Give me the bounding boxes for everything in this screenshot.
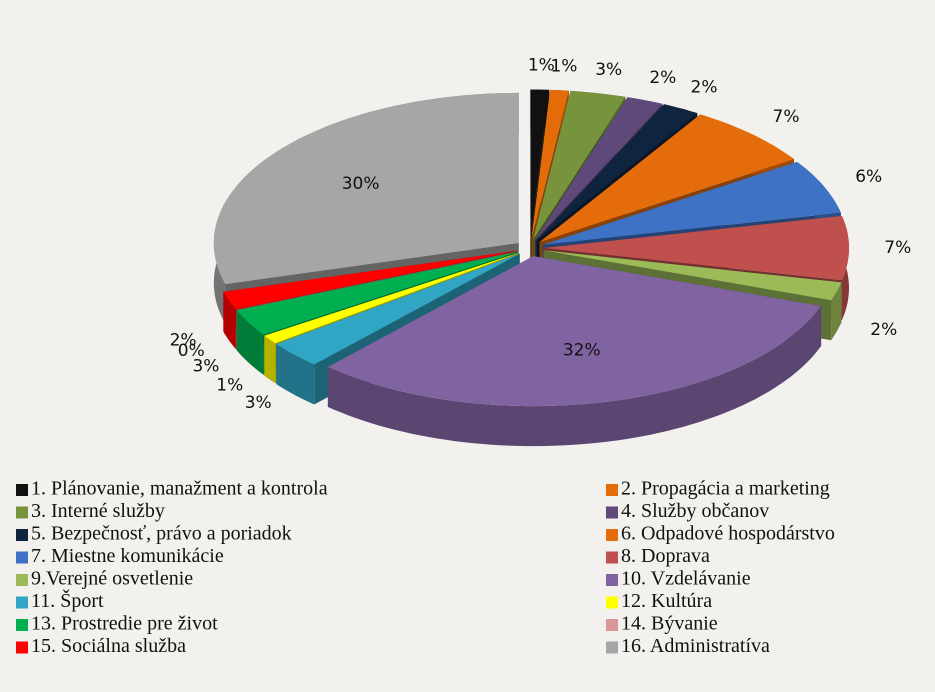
data-label: 30% <box>342 174 380 194</box>
legend-label: 10. Vzdelávanie <box>621 568 751 590</box>
legend-swatch <box>16 596 28 609</box>
legend-swatch <box>606 596 618 609</box>
legend-swatch <box>606 619 618 631</box>
slice-side <box>327 306 822 447</box>
slice-side <box>223 291 236 350</box>
data-label: 7% <box>773 107 800 127</box>
legend-label: 2. Propagácia a marketing <box>621 478 830 500</box>
slice <box>531 89 569 240</box>
data-label: 3% <box>192 356 219 376</box>
legend-label: 13. Prostredie pre život <box>31 613 218 635</box>
slice <box>539 114 794 242</box>
legend-swatch <box>606 506 618 519</box>
pie: 1%1% 3% 2% 2%7%6%7%2%32%3%1%3%0%2%30% <box>170 56 911 447</box>
legend-label: 7. Miestne komunikácie <box>31 545 224 567</box>
data-label: 1% <box>528 56 555 76</box>
legend-label: 6. Odpadové hospodárstvo <box>621 523 835 545</box>
legend-swatch <box>606 529 618 541</box>
data-label: 2% <box>691 77 718 97</box>
slice <box>327 256 822 407</box>
data-label: 7% <box>884 238 911 258</box>
slice <box>276 253 520 365</box>
slice-side <box>236 310 264 375</box>
legend-swatch <box>606 551 618 564</box>
legend-swatch <box>16 641 28 654</box>
slice <box>535 97 663 241</box>
slice <box>544 215 849 281</box>
slice-side <box>831 282 842 341</box>
data-label: 2% <box>870 320 897 340</box>
data-label: 0% <box>178 341 205 361</box>
legend-label: 12. Kultúra <box>621 590 712 612</box>
slice-side <box>264 335 276 384</box>
slice <box>542 161 841 245</box>
slice <box>536 104 698 241</box>
slice <box>533 90 626 240</box>
legend-label: 9.Verejné osvetlenie <box>31 568 193 590</box>
legend-label: 8. Doprava <box>621 545 710 567</box>
legend-swatch <box>606 574 618 586</box>
data-label: 2% <box>649 68 676 88</box>
slice <box>213 92 519 285</box>
legend-swatch <box>16 619 28 631</box>
legend-swatch <box>606 641 618 654</box>
legend-label: 4. Služby občanov <box>621 500 769 522</box>
data-label: 3% <box>595 60 622 80</box>
slice <box>223 250 517 310</box>
slice <box>543 250 842 301</box>
data-label: 1% <box>550 56 577 76</box>
data-label: 6% <box>855 167 882 187</box>
data-label: 32% <box>563 341 601 361</box>
data-label: 1% <box>216 375 243 395</box>
legend-swatch <box>16 506 28 519</box>
legend-swatch <box>606 484 618 496</box>
legend-label: 11. Šport <box>31 588 104 612</box>
slice <box>236 252 518 335</box>
legend-label: 3. Interné služby <box>31 500 165 522</box>
legend: 1. Plánovanie, manažment a kontrola 2. Pr… <box>16 478 835 657</box>
data-label: 2% <box>170 331 197 351</box>
data-label: 3% <box>245 393 272 413</box>
legend-swatch <box>16 529 28 541</box>
slice <box>236 251 518 310</box>
legend-label: 16. Administratíva <box>621 635 770 657</box>
legend-label: 15. Sociálna služba <box>31 635 186 657</box>
legend-label: 14. Bývanie <box>621 613 718 635</box>
legend-swatch <box>16 484 28 496</box>
legend-label: 1. Plánovanie, manažment a kontrola <box>31 478 328 500</box>
slice <box>264 252 519 344</box>
slice-side <box>276 344 315 405</box>
legend-swatch <box>16 574 28 586</box>
slice <box>530 89 550 240</box>
legend-label: 5. Bezpečnosť, právo a poriadok <box>31 523 292 545</box>
legend-swatch <box>16 551 28 564</box>
